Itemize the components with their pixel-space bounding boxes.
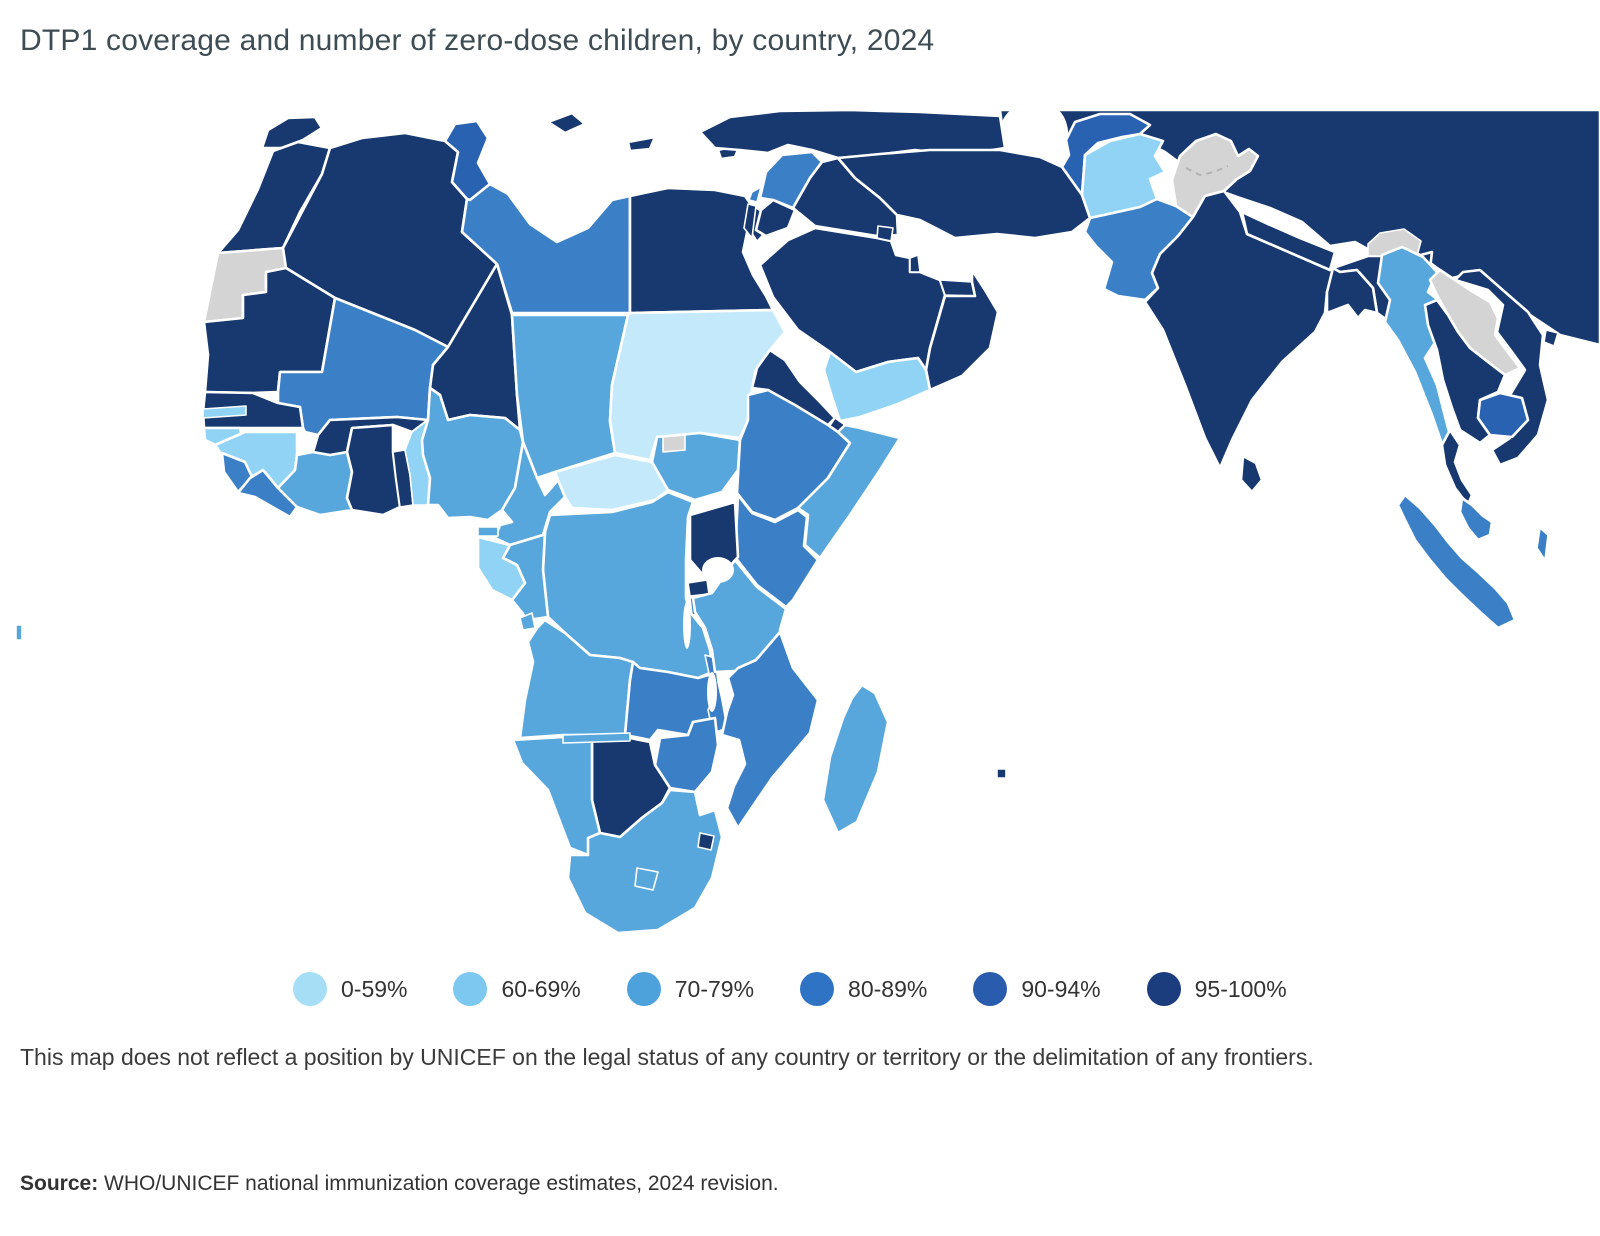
- country-cabinda[interactable]: [519, 612, 536, 631]
- source-label: Source:: [20, 1172, 99, 1195]
- legend-item-95-100: 95-100%: [1146, 972, 1287, 1006]
- legend-swatch-icon: [1146, 972, 1181, 1006]
- legend-item-0-59: 0-59%: [293, 972, 407, 1006]
- kashmir-line-of-control: [1185, 165, 1229, 177]
- country-hainan[interactable]: [1543, 329, 1559, 347]
- country-bangladesh[interactable]: [1325, 266, 1379, 320]
- legend-item-80-89: 80-89%: [800, 972, 927, 1006]
- lake-malawi: [707, 672, 717, 712]
- legend-item-70-79: 70-79%: [626, 972, 755, 1006]
- country-abyei-area[interactable]: [662, 434, 686, 453]
- country-borneo-edge[interactable]: [1536, 527, 1549, 561]
- country-cape-verde[interactable]: [15, 624, 23, 641]
- coverage-legend: 0-59% 60-69% 70-79% 80-89% 90-94% 95-100%: [293, 972, 1287, 1006]
- legend-label: 0-59%: [341, 975, 408, 1002]
- country-lesotho[interactable]: [634, 867, 659, 891]
- country-crete[interactable]: [626, 135, 657, 153]
- country-gambia[interactable]: [202, 405, 247, 419]
- country-sicily[interactable]: [546, 111, 587, 135]
- country-iran[interactable]: [836, 148, 1092, 240]
- country-cambodia[interactable]: [1476, 391, 1530, 439]
- country-south-africa[interactable]: [566, 788, 724, 935]
- country-libya[interactable]: [460, 182, 632, 315]
- legend-swatch-icon: [293, 972, 327, 1006]
- legend-label: 80-89%: [848, 975, 928, 1002]
- country-nepal[interactable]: [1240, 210, 1337, 272]
- legend-swatch-icon: [453, 972, 488, 1006]
- country-malaysia[interactable]: [1458, 496, 1494, 542]
- country-caspian-sea: [999, 102, 1069, 164]
- source-text: WHO/UNICEF national immunization coverag…: [98, 1172, 779, 1195]
- country-qatar[interactable]: [909, 254, 921, 273]
- country-sri-lanka[interactable]: [1239, 454, 1264, 494]
- country-indonesia-sumatra[interactable]: [1396, 493, 1517, 630]
- page-title: DTP1 coverage and number of zero-dose ch…: [20, 24, 935, 57]
- country-kenya[interactable]: [733, 493, 820, 609]
- map-disclaimer: This map does not reflect a position by …: [20, 1044, 1314, 1070]
- legend-swatch-icon: [973, 972, 1008, 1006]
- country-kuwait[interactable]: [876, 225, 894, 242]
- country-eswatini[interactable]: [697, 832, 715, 851]
- country-gabon[interactable]: [476, 535, 527, 602]
- country-madagascar[interactable]: [821, 683, 890, 835]
- source-note: Source: WHO/UNICEF national immunization…: [20, 1172, 779, 1196]
- country-yemen[interactable]: [822, 350, 932, 423]
- legend-item-60-69: 60-69%: [453, 972, 581, 1006]
- lake-tanganyika: [683, 601, 691, 649]
- country-mauritius[interactable]: [996, 768, 1007, 779]
- country-laos[interactable]: [1428, 268, 1522, 377]
- country-lebanon[interactable]: [748, 186, 762, 203]
- legend-swatch-icon: [626, 972, 661, 1006]
- legend-label: 60-69%: [501, 975, 581, 1002]
- country-egypt[interactable]: [628, 186, 775, 315]
- country-equatorial-guinea[interactable]: [477, 526, 499, 537]
- legend-label: 95-100%: [1194, 975, 1287, 1002]
- country-saudi-arabia[interactable]: [758, 226, 947, 374]
- country-ghana[interactable]: [345, 423, 402, 517]
- legend-label: 90-94%: [1021, 975, 1101, 1002]
- country-united-arab-emirates[interactable]: [939, 279, 976, 297]
- legend-label: 70-79%: [674, 975, 755, 1002]
- country-mozambique[interactable]: [720, 630, 820, 830]
- country-nigeria[interactable]: [420, 386, 525, 522]
- country-caprivi-strip[interactable]: [562, 732, 631, 744]
- legend-item-90-94: 90-94%: [973, 972, 1101, 1006]
- lake-victoria: [702, 557, 734, 583]
- country-israel[interactable]: [743, 203, 757, 239]
- legend-swatch-icon: [800, 972, 835, 1006]
- country-central-african-republic[interactable]: [553, 453, 670, 512]
